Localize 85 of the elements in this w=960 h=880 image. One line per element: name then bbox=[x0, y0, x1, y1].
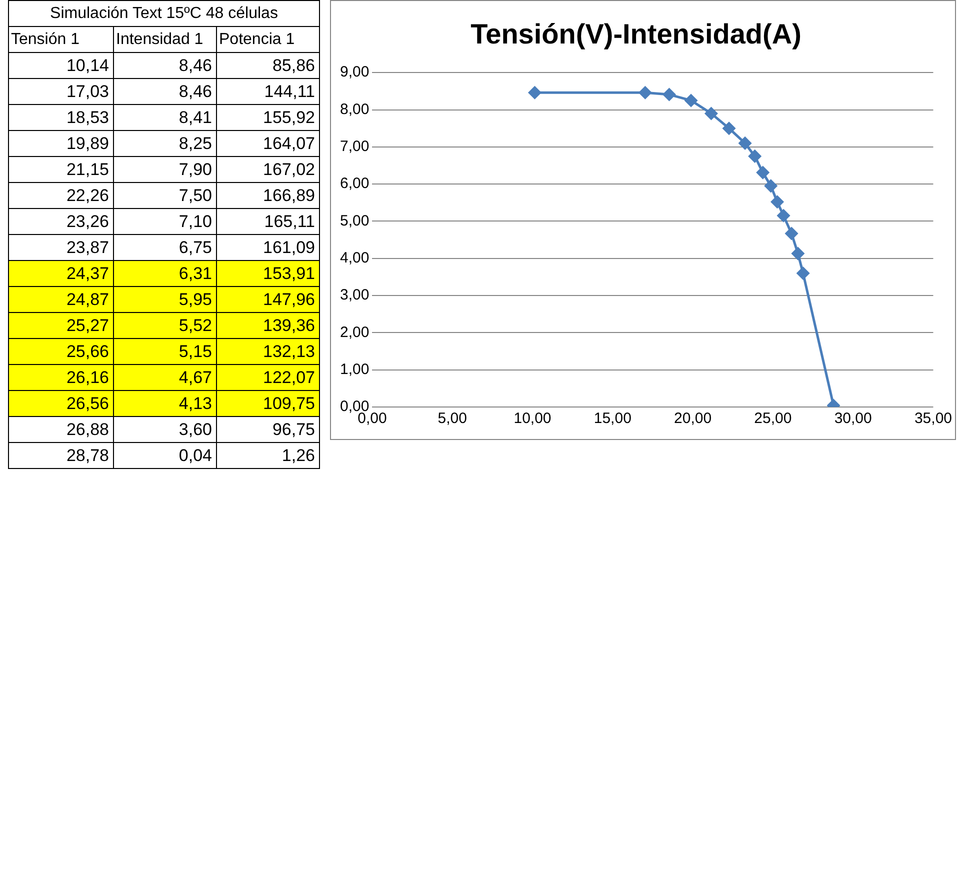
y-tick-label: 4,00 bbox=[340, 250, 370, 267]
y-tick-label: 8,00 bbox=[340, 100, 370, 118]
text: 7,90 bbox=[178, 160, 212, 178]
text: 7,10 bbox=[178, 212, 212, 230]
x-tick-label: 25,00 bbox=[754, 410, 792, 428]
text: 5,52 bbox=[178, 316, 212, 334]
point bbox=[638, 86, 652, 99]
point bbox=[796, 266, 810, 280]
text: 122,07 bbox=[263, 368, 315, 386]
point bbox=[704, 107, 718, 120]
point bbox=[777, 209, 790, 222]
y-tick-label: 5,00 bbox=[340, 212, 370, 230]
text: Simulación Text 15ºC 48 células bbox=[8, 0, 320, 26]
x-tick-label: 20,00 bbox=[674, 410, 712, 428]
point bbox=[722, 122, 736, 135]
text: 23,26 bbox=[66, 212, 109, 230]
text: 10,14 bbox=[66, 56, 109, 74]
category-label: Potencia 1 bbox=[216, 26, 320, 52]
text: 28,78 bbox=[66, 446, 109, 464]
y-tick-label: 3,00 bbox=[340, 286, 370, 304]
x-tick-label: 30,00 bbox=[834, 410, 872, 428]
y-tick-label: 6,00 bbox=[340, 175, 370, 192]
text: 22,26 bbox=[66, 186, 109, 204]
x-tick-label: 15,00 bbox=[594, 410, 632, 428]
category-label: Tensión 1 bbox=[8, 26, 114, 52]
point bbox=[684, 94, 698, 107]
text: 18,53 bbox=[66, 108, 109, 126]
text: 25,27 bbox=[66, 316, 109, 334]
x-tick-label: 5,00 bbox=[438, 410, 467, 428]
x-tick-label: 35,00 bbox=[914, 410, 952, 428]
text: 26,16 bbox=[66, 368, 109, 386]
point bbox=[528, 86, 541, 99]
text: 8,25 bbox=[178, 134, 212, 152]
x-tick-label: 0,00 bbox=[358, 410, 387, 428]
point bbox=[662, 88, 676, 101]
text: 8,46 bbox=[178, 82, 212, 100]
text: 7,50 bbox=[178, 186, 212, 204]
text: 165,11 bbox=[264, 212, 315, 230]
point bbox=[785, 227, 798, 240]
category-label: Intensidad 1 bbox=[114, 26, 216, 52]
text: 25,66 bbox=[66, 342, 109, 360]
text: 132,13 bbox=[263, 342, 315, 360]
point bbox=[748, 150, 762, 162]
text: 19,89 bbox=[66, 134, 109, 152]
text: 164,07 bbox=[263, 134, 315, 152]
text: 8,46 bbox=[178, 56, 212, 74]
text: 167,02 bbox=[263, 160, 315, 178]
text: 21,15 bbox=[66, 160, 109, 178]
text: 144,11 bbox=[264, 82, 315, 100]
y-tick-label: 2,00 bbox=[340, 324, 370, 341]
text: 166,89 bbox=[263, 186, 315, 204]
text: 4,13 bbox=[178, 394, 212, 412]
text: 1,26 bbox=[282, 446, 315, 464]
chart-title: Tensión(V)-Intensidad(A) bbox=[470, 18, 802, 50]
text: 109,75 bbox=[263, 394, 315, 412]
point bbox=[764, 180, 778, 192]
text: 0,04 bbox=[178, 446, 212, 464]
text: 26,56 bbox=[66, 394, 109, 412]
text: 6,31 bbox=[178, 264, 212, 282]
text: 17,03 bbox=[66, 82, 109, 100]
text: 5,15 bbox=[178, 342, 212, 360]
text: 26,88 bbox=[66, 420, 109, 438]
text: 23,87 bbox=[66, 238, 109, 256]
text: 155,92 bbox=[263, 108, 315, 126]
text: 24,37 bbox=[66, 264, 109, 282]
point bbox=[792, 247, 804, 260]
x-tick-label: 10,00 bbox=[514, 410, 552, 428]
text: 4,67 bbox=[178, 368, 212, 386]
text: 5,95 bbox=[178, 290, 212, 308]
text: 139,36 bbox=[263, 316, 315, 334]
text: 161,09 bbox=[263, 238, 315, 256]
y-tick-label: 1,00 bbox=[340, 360, 370, 378]
text: 85,86 bbox=[272, 56, 315, 74]
text: 147,96 bbox=[263, 290, 315, 308]
text: 6,75 bbox=[178, 238, 212, 256]
text: 8,41 bbox=[178, 108, 212, 126]
point bbox=[738, 136, 752, 150]
text: 96,75 bbox=[272, 420, 315, 438]
text: 153,91 bbox=[263, 264, 315, 282]
point bbox=[756, 166, 770, 179]
y-tick-label: 7,00 bbox=[340, 138, 370, 156]
y-tick-label: 9,00 bbox=[340, 64, 370, 81]
point bbox=[771, 196, 784, 208]
text: 3,60 bbox=[178, 420, 212, 438]
text: 24,87 bbox=[66, 290, 109, 308]
